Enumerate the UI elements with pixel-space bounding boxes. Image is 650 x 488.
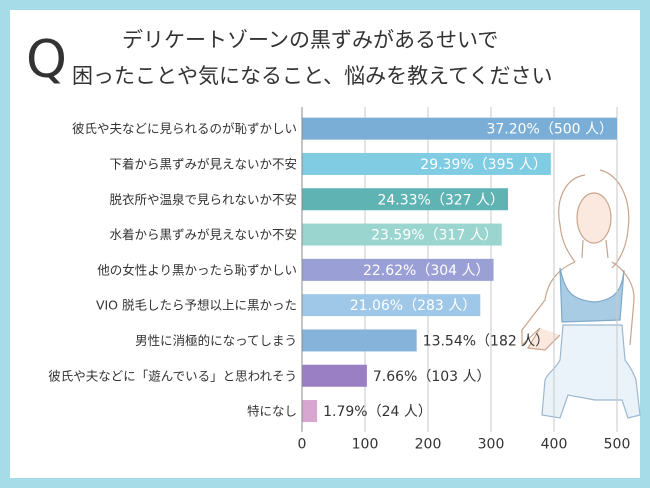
category-label: 特になし (247, 404, 297, 419)
value-label: 7.66%（103 人） (373, 369, 491, 385)
category-label: 他の女性より黒かったら恥ずかしい (97, 262, 297, 277)
value-label: 13.54%（182 人） (423, 333, 550, 349)
bar (302, 258, 494, 281)
bar (302, 364, 367, 387)
x-tick-label: 0 (298, 437, 307, 453)
bar (302, 152, 551, 175)
bar (302, 223, 502, 246)
category-label: 彼氏や夫などに見られるのが恥ずかしい (72, 121, 297, 136)
title-line-1: デリケートゾーンの黒ずみがあるせいで (122, 28, 499, 52)
woman-illustration (521, 169, 641, 419)
title-line-2: 困ったことや気になること、悩みを教えてください (72, 64, 553, 88)
bar (302, 294, 481, 317)
bar (302, 117, 617, 140)
bars-group: 彼氏や夫などに見られるのが恥ずかしい 37.20%（500 人） 下着から黒ずみが見… (48, 117, 617, 423)
bar (302, 188, 509, 211)
value-label: 24.33%（327 人） (377, 192, 504, 208)
category-label: 水着から黒ずみが見えないか不安 (109, 227, 297, 242)
x-tick-label: 200 (415, 437, 442, 453)
value-label: 1.79%（24 人） (323, 404, 432, 420)
category-label: VIO 脱毛したら予想以上に黒かった (96, 298, 297, 313)
value-label: 21.06%（283 人） (350, 298, 477, 314)
category-label: 下着から黒ずみが見えないか不安 (109, 156, 297, 171)
bar (302, 329, 417, 352)
value-label: 23.59%（317 人） (371, 228, 498, 244)
chart-card: Q デリケートゾーンの黒ずみがあるせいで 困ったことや気になること、悩みを教えて… (10, 10, 640, 478)
value-label: 37.20%（500 人） (486, 122, 613, 138)
bar (302, 400, 318, 423)
value-label: 22.62%（304 人） (363, 263, 490, 279)
question-mark: Q (26, 30, 67, 90)
category-label: 男性に消極的になってしまう (135, 333, 297, 348)
value-label: 29.39%（395 人） (420, 157, 547, 173)
category-label: 脱衣所や温泉で見られないか不安 (109, 192, 297, 207)
x-tick-label: 400 (541, 437, 568, 453)
x-axis: 0 100 200 300 400 500 (298, 107, 631, 453)
category-label: 彼氏や夫などに「遊んでいる」と思われそう (48, 368, 297, 383)
x-tick-label: 300 (478, 437, 505, 453)
x-tick-label: 500 (604, 437, 631, 453)
x-tick-label: 100 (352, 437, 379, 453)
